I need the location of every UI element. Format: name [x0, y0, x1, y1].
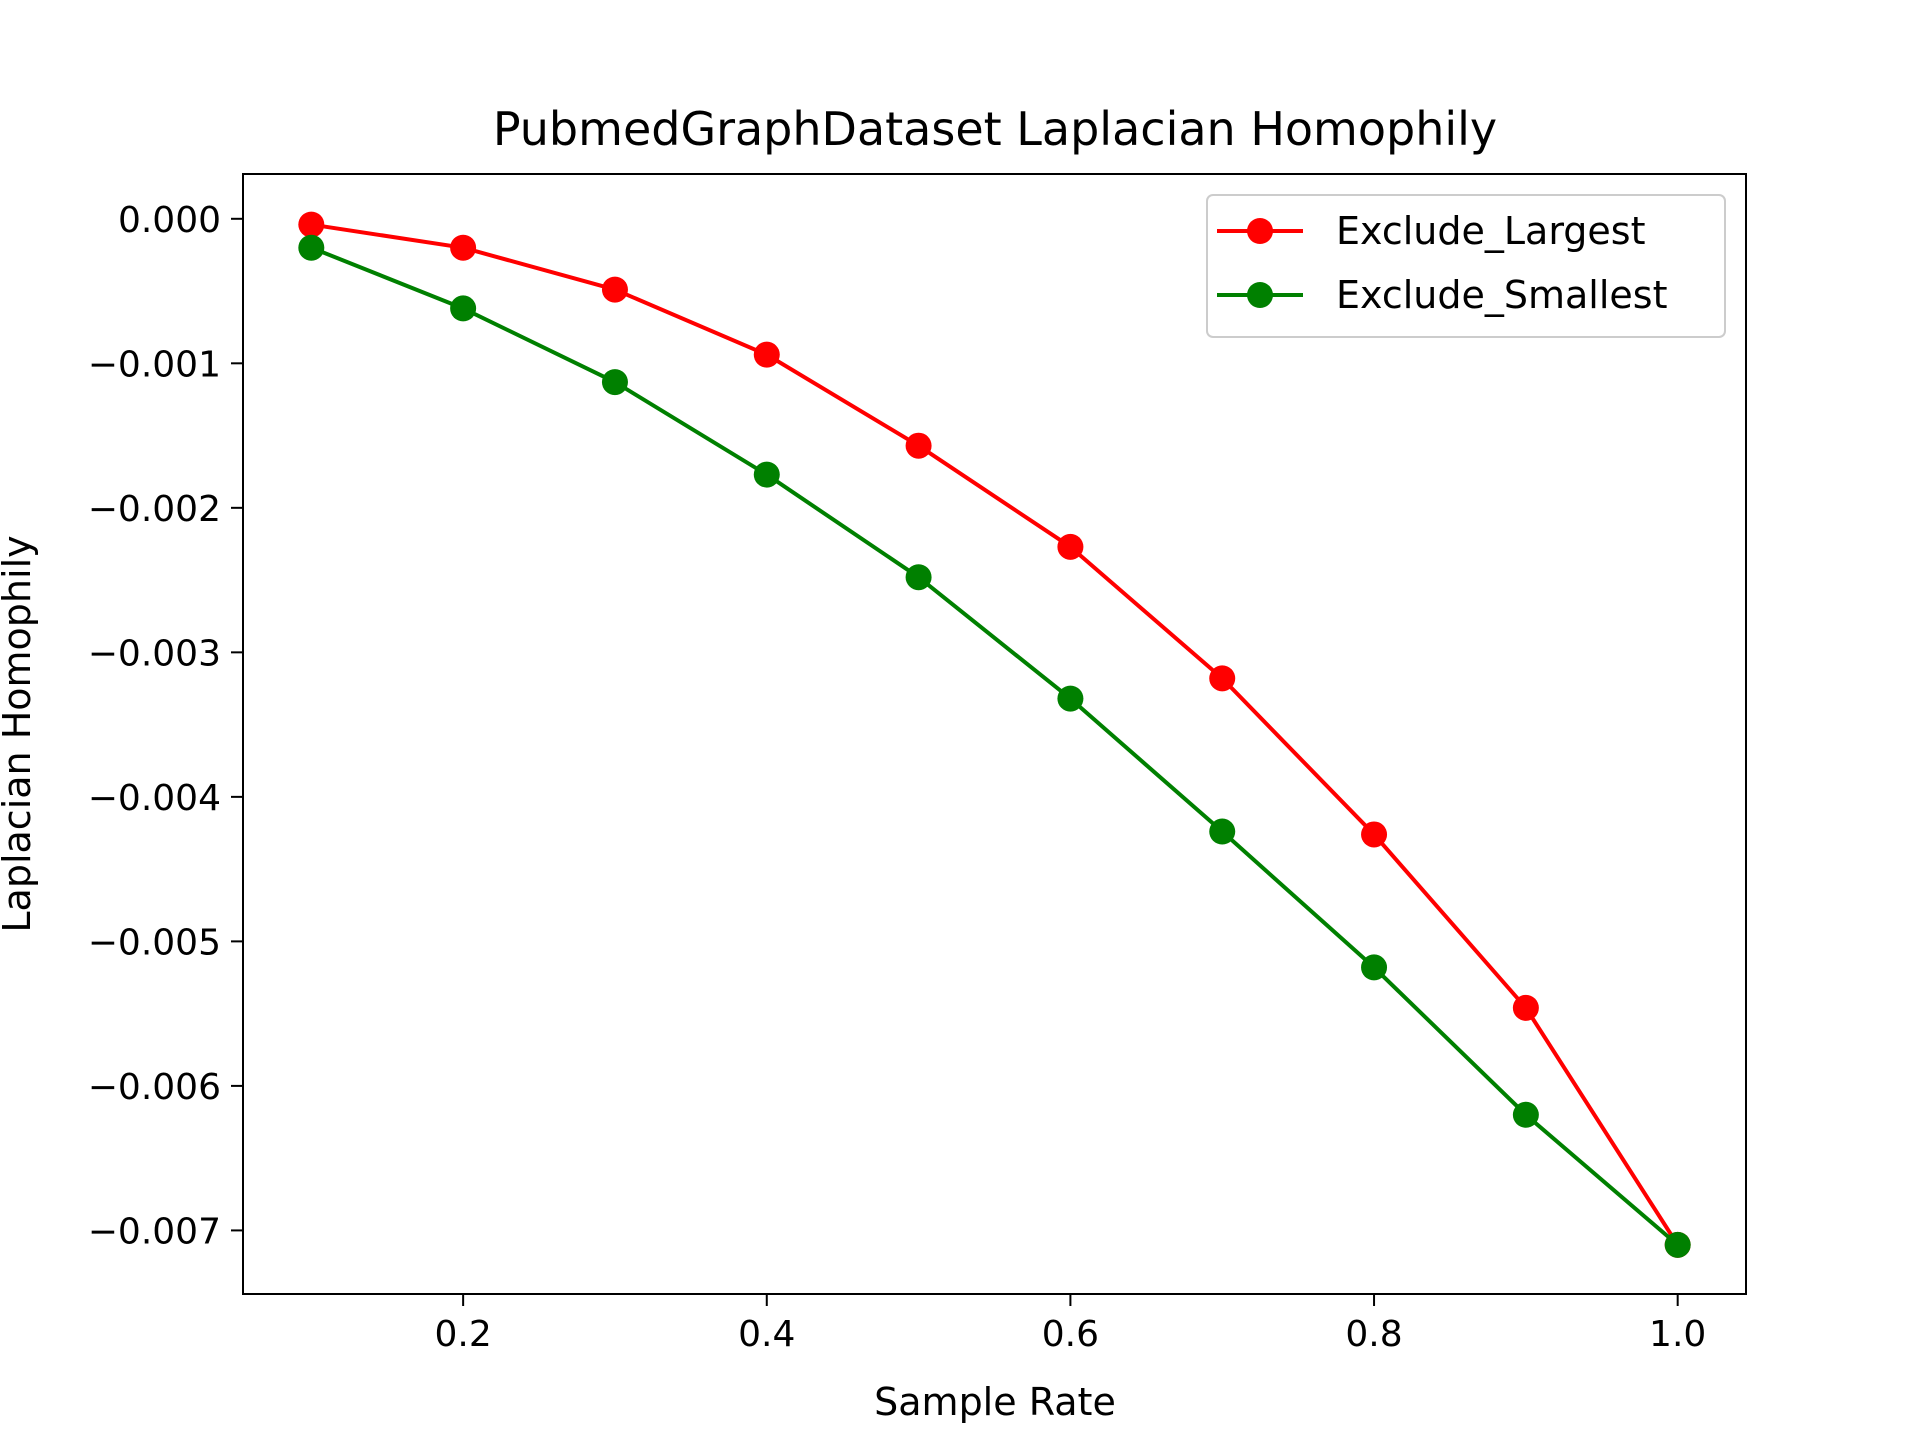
legend-label: Exclude_Largest	[1336, 209, 1645, 253]
legend-entry: Exclude_Smallest	[1217, 273, 1667, 317]
x-tick-label: 0.6	[1042, 1314, 1099, 1355]
data-point	[601, 276, 628, 303]
chart-title: PubmedGraphDataset Laplacian Homophily	[493, 102, 1497, 156]
legend: Exclude_Largest Exclude_Smallest	[1206, 194, 1726, 338]
data-point	[1209, 665, 1236, 692]
y-axis: 0.000 −0.001 −0.002 −0.003 −0.004 −0.005 −0.00…	[88, 200, 243, 1252]
y-tick-label: 0.000	[118, 200, 221, 241]
series-exclude-smallest	[298, 234, 1691, 1258]
legend-marker	[1247, 282, 1273, 308]
y-tick-label: −0.005	[88, 922, 221, 963]
series-exclude-largest	[298, 211, 1691, 1258]
legend-label: Exclude_Smallest	[1336, 273, 1667, 317]
data-point	[753, 341, 780, 368]
data-point	[905, 564, 932, 591]
y-tick-label: −0.002	[88, 489, 221, 530]
x-axis: 0.2 0.4 0.6 0.8 1.0	[435, 1294, 1706, 1355]
data-point	[450, 234, 477, 261]
axes-frame	[242, 173, 1747, 1295]
data-point	[1512, 994, 1539, 1021]
data-point	[1361, 821, 1388, 848]
x-tick-label: 0.4	[738, 1314, 795, 1355]
legend-box	[1206, 194, 1726, 338]
y-tick-label: −0.003	[88, 633, 221, 674]
legend-marker	[1247, 218, 1273, 244]
data-point	[1057, 685, 1084, 712]
y-tick-label: −0.004	[88, 778, 221, 819]
data-point	[450, 295, 477, 322]
series-layer	[298, 211, 1691, 1258]
data-point	[298, 211, 325, 238]
data-point	[601, 369, 628, 396]
x-tick-label: 1.0	[1649, 1314, 1706, 1355]
data-point	[1209, 818, 1236, 845]
y-tick-label: −0.007	[88, 1211, 221, 1252]
data-point	[905, 432, 932, 459]
y-tick-label: −0.001	[88, 344, 221, 385]
y-axis-label: Laplacian Homophily	[0, 535, 39, 932]
data-point	[753, 461, 780, 488]
data-point	[1512, 1101, 1539, 1128]
series-line	[311, 222, 1680, 1246]
x-axis-label: Sample Rate	[874, 1380, 1116, 1424]
series-line	[310, 245, 1679, 1247]
data-point	[1664, 1231, 1691, 1258]
data-point	[1057, 533, 1084, 560]
legend-entry: Exclude_Largest	[1217, 209, 1645, 253]
x-tick-label: 0.8	[1345, 1314, 1402, 1355]
data-point	[1361, 954, 1388, 981]
data-point	[298, 234, 325, 261]
y-tick-label: −0.006	[88, 1067, 221, 1108]
x-tick-label: 0.2	[435, 1314, 492, 1355]
